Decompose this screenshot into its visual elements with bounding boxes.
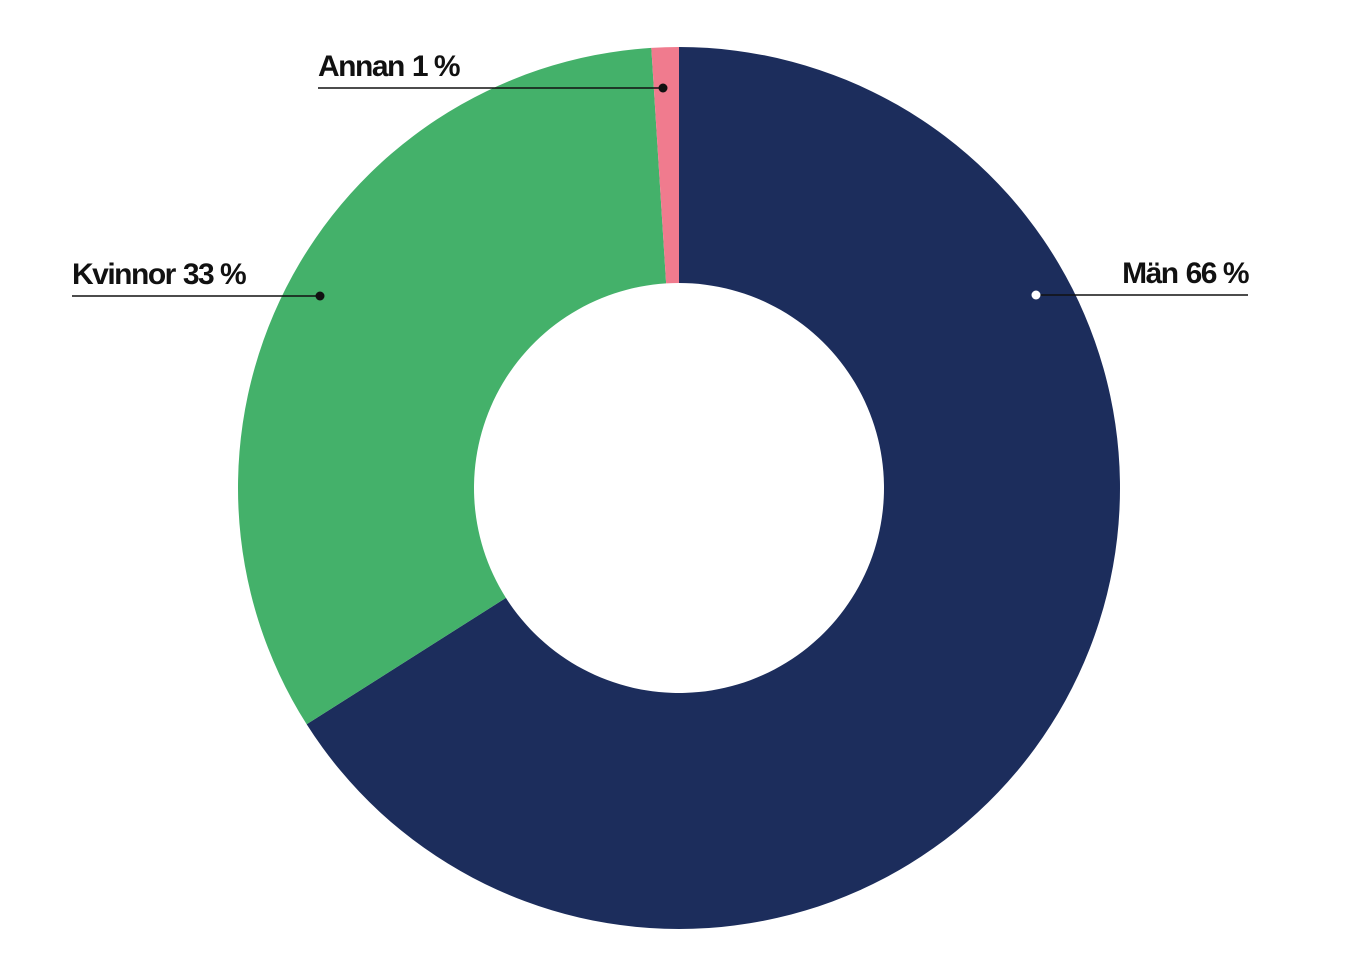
value-label: 33 % bbox=[183, 258, 246, 291]
leader-dot bbox=[658, 83, 668, 93]
slice-label: Män 66 % bbox=[1122, 257, 1249, 290]
value-label: 1 % bbox=[412, 50, 460, 83]
donut-slice bbox=[651, 47, 679, 284]
donut-slice bbox=[238, 47, 667, 725]
leader-dot bbox=[1031, 290, 1041, 300]
value-label: 66 % bbox=[1186, 257, 1249, 290]
category-label: Kvinnor bbox=[72, 258, 177, 291]
slice-label: Annan 1 % bbox=[318, 50, 460, 83]
category-label: Män bbox=[1122, 257, 1178, 290]
leader-dot bbox=[315, 291, 325, 301]
category-label: Annan bbox=[318, 50, 404, 83]
donut-slice bbox=[306, 47, 1121, 929]
slice-label: Kvinnor 33 % bbox=[72, 258, 246, 291]
